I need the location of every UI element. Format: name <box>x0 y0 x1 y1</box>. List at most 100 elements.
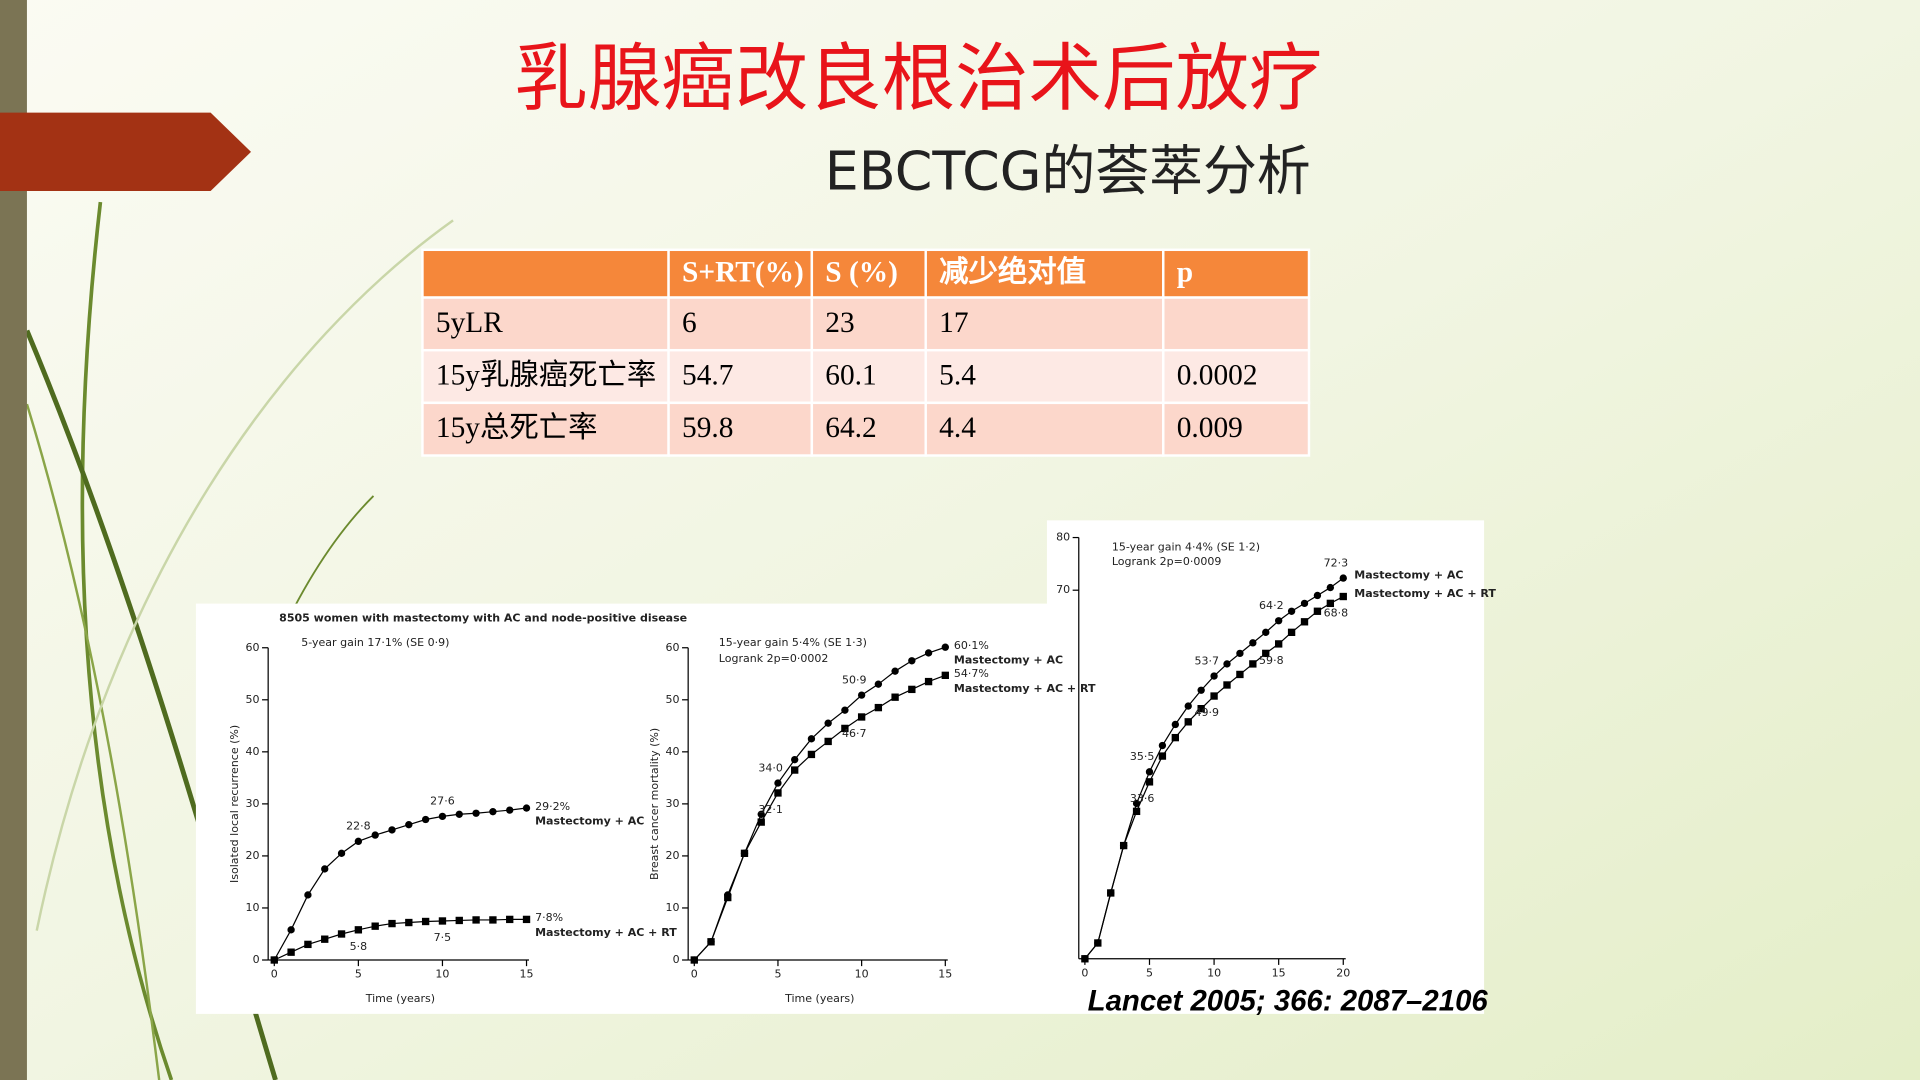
table-cell <box>1162 296 1311 352</box>
y-tick-label: 20 <box>246 849 260 862</box>
marker <box>891 667 899 675</box>
marker <box>304 940 312 949</box>
marker <box>707 938 715 946</box>
value-label: 72·3 <box>1324 556 1349 569</box>
cell-text: 17 <box>939 307 968 339</box>
marker <box>506 915 514 924</box>
y-tick-label: 0 <box>673 953 680 966</box>
x-tick-label: 5 <box>355 968 362 981</box>
y-tick-label: 70 <box>1056 583 1070 596</box>
marker <box>270 956 278 964</box>
marker <box>1145 778 1154 786</box>
marker <box>740 849 749 857</box>
marker <box>405 918 413 927</box>
table-cell <box>421 401 670 457</box>
series-line <box>273 807 527 961</box>
header-text: S (%) <box>825 257 898 289</box>
annotation: Logrank 2p=0·0002 <box>719 652 829 665</box>
marker <box>857 713 866 721</box>
marker <box>337 930 346 938</box>
marker <box>1197 705 1205 713</box>
slide-subtitle: EBCTCG的荟萃分析 <box>825 140 1311 203</box>
table-cell <box>667 296 814 352</box>
table-cell <box>924 348 1165 405</box>
x-tick-label: 10 <box>855 968 869 981</box>
value-label: 5·8 <box>350 940 368 953</box>
table-cell <box>1162 348 1311 405</box>
x-tick-label: 0 <box>271 968 278 981</box>
marker <box>1339 592 1347 601</box>
charts: 8505 women with mastectomy with AC and n… <box>228 531 1496 1006</box>
marker <box>522 804 531 812</box>
marker <box>371 922 379 930</box>
marker <box>1132 799 1141 808</box>
marker <box>1223 681 1231 689</box>
y-tick-label: 30 <box>666 797 680 810</box>
table-cell <box>810 348 927 405</box>
chart-panel <box>195 520 1485 1014</box>
marker <box>321 935 329 943</box>
marker <box>388 919 396 928</box>
table-cell <box>421 348 670 405</box>
marker <box>891 693 899 701</box>
annotation: 15-year gain 4·4% (SE 1·2) <box>1112 540 1260 553</box>
value-label: 35·5 <box>1130 750 1155 763</box>
legend-label: Mastectomy + AC + RT <box>954 682 1096 695</box>
marker <box>791 755 799 764</box>
marker <box>472 916 480 924</box>
header-cell <box>421 248 670 299</box>
arrow-marker <box>0 112 252 192</box>
legend-label: Mastectomy + AC + RT <box>535 926 677 939</box>
cell-text: 60.1 <box>825 360 876 392</box>
marker <box>1158 752 1167 760</box>
marker <box>522 915 531 924</box>
header-cell <box>667 248 814 299</box>
value-label: 53·7 <box>1194 654 1219 667</box>
marker <box>908 685 916 694</box>
marker <box>774 779 782 787</box>
legend-label: Mastectomy + AC <box>954 654 1063 667</box>
marker <box>1158 741 1167 750</box>
y-tick-label: 80 <box>1056 531 1070 544</box>
marker <box>1339 574 1347 582</box>
annotation: 5-year gain 17·1% (SE 0·9) <box>301 636 449 649</box>
marker <box>774 789 782 797</box>
line-chart: 15-year gain 4·4% (SE 1·2) Logrank 2p=0·0… <box>1056 531 1496 980</box>
marker <box>941 671 949 680</box>
value-label: 68·8 <box>1324 607 1349 620</box>
marker <box>1081 955 1089 963</box>
marker <box>1223 660 1231 668</box>
table-cell <box>810 401 927 457</box>
marker <box>857 691 866 699</box>
marker <box>1210 672 1218 680</box>
marker <box>1313 607 1322 615</box>
marker <box>690 956 698 964</box>
marker <box>1300 618 1309 626</box>
y-tick-label: 60 <box>666 641 680 654</box>
marker <box>1275 640 1283 648</box>
value-label: 7·5 <box>434 931 452 944</box>
marker <box>908 657 916 665</box>
marker <box>287 926 295 934</box>
header-cell <box>1162 248 1311 299</box>
marker <box>1145 768 1154 776</box>
x-tick-label: 10 <box>1207 966 1221 979</box>
x-tick-label: 5 <box>1146 966 1153 979</box>
marker <box>1210 692 1218 700</box>
marker <box>1326 583 1335 592</box>
cell-text: 4.4 <box>939 412 976 444</box>
x-tick-label: 0 <box>1081 966 1088 979</box>
marker <box>791 766 799 774</box>
marker <box>1171 733 1179 742</box>
value-label: 54·7% <box>954 667 989 680</box>
marker <box>1275 617 1283 625</box>
header-text: 减少绝对值 <box>939 255 1086 289</box>
marker <box>874 680 883 688</box>
marker <box>321 865 329 873</box>
marker <box>1197 686 1205 694</box>
table-cell <box>421 296 670 352</box>
value-label: 7·8% <box>535 911 563 924</box>
marker <box>1132 807 1141 816</box>
marker <box>1287 607 1296 615</box>
